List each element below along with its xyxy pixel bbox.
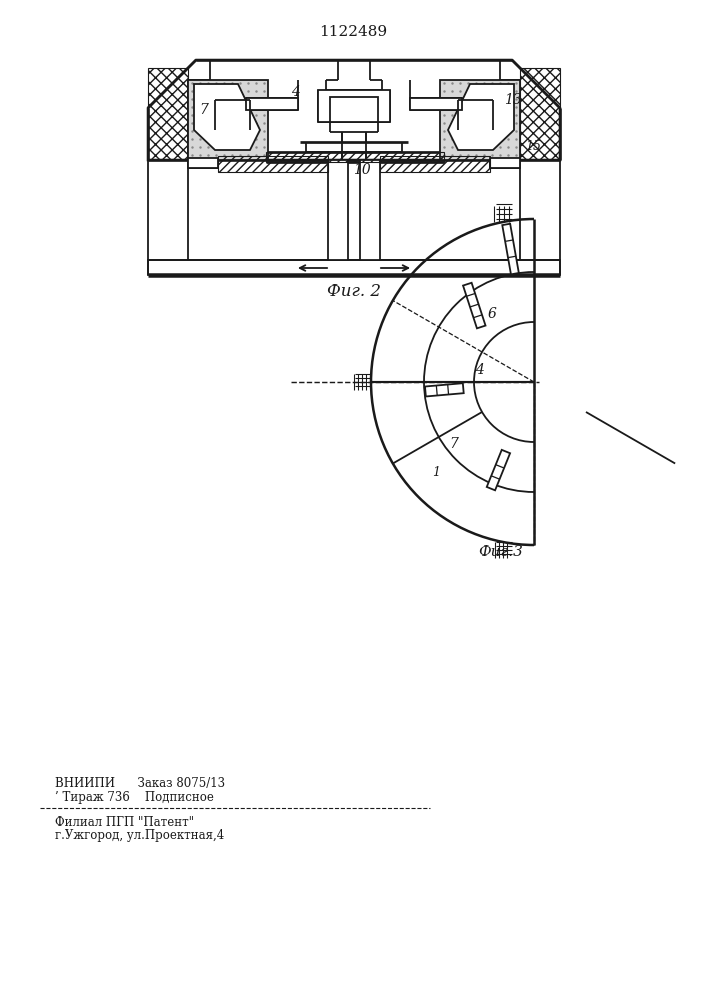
Text: ’ Тираж 736    Подписное: ’ Тираж 736 Подписное (55, 792, 214, 804)
Bar (330, 97, 378, 122)
Bar (218, 156, 328, 172)
Bar (246, 98, 298, 110)
Bar (490, 158, 520, 168)
Bar (440, 80, 520, 160)
Text: Филиал ПГП "Патент": Филиал ПГП "Патент" (55, 816, 194, 828)
Text: 10: 10 (353, 163, 371, 177)
Bar (520, 68, 560, 160)
Bar (318, 90, 390, 122)
Bar (148, 260, 560, 275)
Text: 1122489: 1122489 (319, 25, 387, 39)
Bar (360, 160, 380, 260)
Bar (380, 156, 490, 172)
Text: 4: 4 (291, 85, 300, 99)
Text: г.Ужгород, ул.Проектная,4: г.Ужгород, ул.Проектная,4 (55, 830, 224, 842)
Text: Фиг. 2: Фиг. 2 (327, 284, 381, 300)
Text: 4: 4 (474, 363, 484, 377)
Polygon shape (194, 84, 260, 150)
Polygon shape (463, 283, 486, 328)
Text: 7: 7 (450, 437, 458, 451)
Text: 1: 1 (432, 466, 440, 479)
Polygon shape (425, 383, 464, 396)
Bar (188, 158, 218, 168)
Polygon shape (448, 84, 514, 150)
Bar (188, 80, 268, 160)
Text: 7: 7 (199, 103, 209, 117)
Text: 13: 13 (504, 93, 522, 107)
Polygon shape (502, 224, 519, 274)
Bar (328, 160, 348, 260)
Text: ВНИИПИ      Заказ 8075/13: ВНИИПИ Заказ 8075/13 (55, 778, 225, 790)
Polygon shape (148, 60, 560, 160)
Text: Фиг.3: Фиг.3 (479, 545, 523, 559)
Bar (148, 68, 188, 160)
Bar (266, 152, 444, 162)
Text: 15: 15 (525, 139, 541, 152)
Polygon shape (486, 450, 510, 490)
Text: 6: 6 (488, 307, 496, 321)
Bar (410, 98, 462, 110)
